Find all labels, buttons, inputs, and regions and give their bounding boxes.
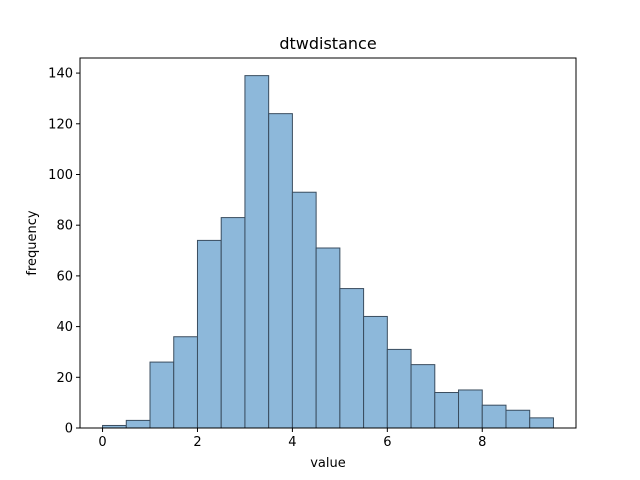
histogram-bar: [339, 288, 365, 429]
histogram-bar: [458, 389, 483, 429]
histogram-bar: [315, 247, 341, 429]
histogram-bar: [434, 392, 460, 429]
histogram-bar: [505, 409, 531, 429]
y-tick-label: 20: [56, 371, 73, 386]
plot-frame: [79, 57, 577, 429]
y-tick-label: 120: [48, 117, 73, 132]
x-axis-ticks: 0 2 4 6 8: [98, 428, 486, 450]
histogram-bar: [481, 404, 507, 429]
y-tick-label: 60: [56, 269, 73, 284]
x-tick-label: 6: [383, 435, 391, 450]
histogram-bar: [196, 239, 222, 429]
y-axis-label: frequency: [25, 210, 40, 276]
histogram-bar: [291, 191, 317, 429]
chart-title: dtwdistance: [279, 34, 376, 53]
y-tick-label: 0: [65, 422, 73, 437]
histogram-bar: [410, 364, 436, 429]
x-tick-label: 2: [193, 435, 201, 450]
y-tick-label: 140: [48, 67, 73, 82]
histogram-bar: [149, 361, 175, 429]
histogram-bar: [244, 75, 270, 429]
y-axis-ticks: 0 20 40 60 80 100 120 140: [48, 67, 80, 437]
y-tick-label: 80: [56, 219, 73, 234]
histogram-bar: [386, 348, 412, 429]
histogram-bar: [268, 113, 293, 429]
x-tick-label: 8: [478, 435, 486, 450]
histogram-bar: [173, 336, 198, 429]
bars-group: [102, 75, 554, 429]
x-tick-label: 0: [98, 435, 106, 450]
histogram-bar: [125, 419, 151, 429]
y-tick-label: 40: [56, 320, 73, 335]
y-tick-label: 100: [48, 168, 73, 183]
x-tick-label: 4: [288, 435, 296, 450]
histogram-bar: [529, 417, 554, 429]
x-axis-label: value: [310, 456, 346, 471]
histogram-bar: [363, 315, 388, 429]
histogram-bar: [220, 217, 246, 429]
